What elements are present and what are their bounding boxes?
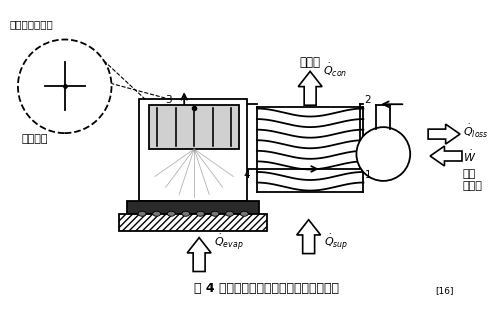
- Text: 4: 4: [244, 170, 250, 180]
- Text: 图 4 微型蒸气压缩制冷耦合喷雾冷却系统: 图 4 微型蒸气压缩制冷耦合喷雾冷却系统: [194, 282, 339, 295]
- Text: 压缩机: 压缩机: [463, 181, 483, 191]
- Polygon shape: [297, 220, 321, 254]
- Ellipse shape: [153, 211, 161, 216]
- Ellipse shape: [240, 211, 248, 216]
- Bar: [139, 99, 247, 201]
- Text: 微型喷射器出口: 微型喷射器出口: [10, 19, 54, 30]
- Ellipse shape: [138, 211, 146, 216]
- Ellipse shape: [167, 211, 175, 216]
- Text: $\dot{Q}_{evap}$: $\dot{Q}_{evap}$: [214, 232, 244, 252]
- Text: 喷雾腔体: 喷雾腔体: [22, 134, 48, 144]
- Ellipse shape: [197, 211, 205, 216]
- Text: 冷凝器: 冷凝器: [300, 57, 321, 69]
- Polygon shape: [430, 146, 462, 166]
- Ellipse shape: [182, 211, 190, 216]
- Text: $\dot{W}$: $\dot{W}$: [463, 148, 476, 164]
- Circle shape: [357, 127, 410, 181]
- Text: 2: 2: [365, 95, 371, 105]
- Text: $\dot{Q}_{loss}$: $\dot{Q}_{loss}$: [463, 122, 489, 140]
- Bar: [120, 214, 267, 231]
- Polygon shape: [187, 238, 211, 272]
- Circle shape: [18, 40, 112, 133]
- Text: 1: 1: [365, 170, 371, 180]
- Text: 微型: 微型: [463, 169, 476, 179]
- Bar: [149, 105, 239, 149]
- Polygon shape: [428, 124, 460, 144]
- Polygon shape: [298, 71, 322, 105]
- Ellipse shape: [226, 211, 234, 216]
- Ellipse shape: [211, 211, 219, 216]
- Text: $\dot{Q}_{con}$: $\dot{Q}_{con}$: [323, 62, 347, 79]
- Text: [16]: [16]: [435, 286, 453, 295]
- Bar: [127, 201, 259, 214]
- Text: $\dot{Q}_{sup}$: $\dot{Q}_{sup}$: [324, 232, 348, 252]
- Text: 3: 3: [165, 95, 172, 105]
